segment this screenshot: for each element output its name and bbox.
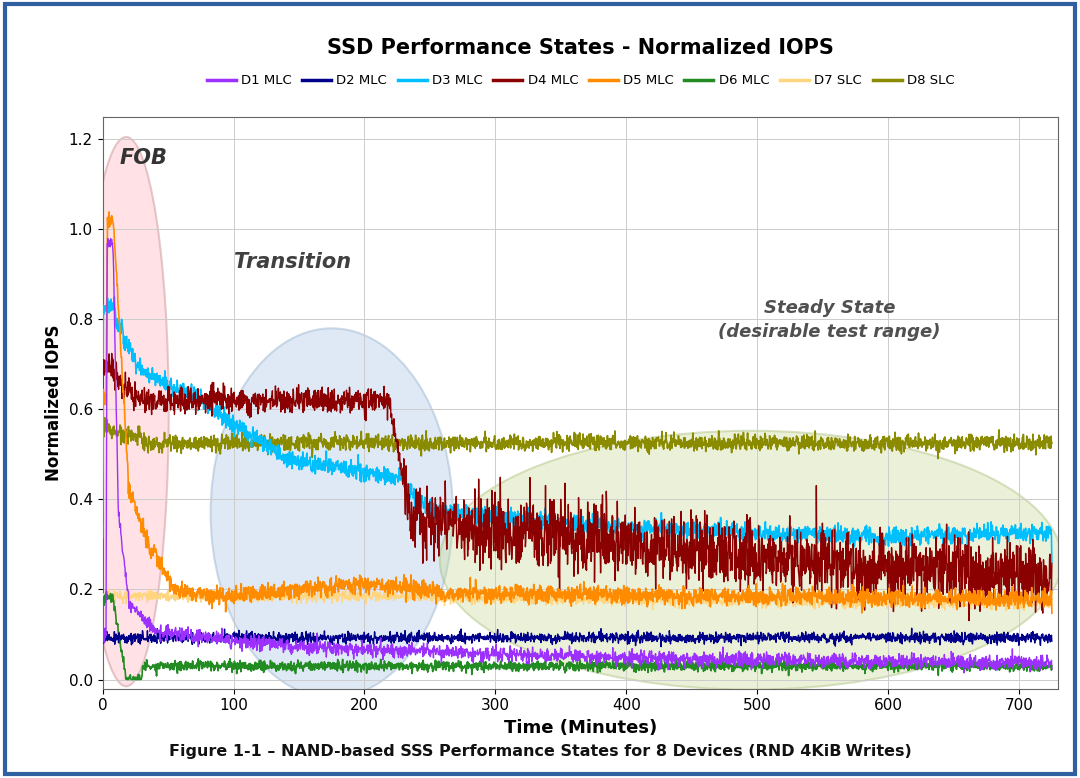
Title: SSD Performance States - Normalized IOPS: SSD Performance States - Normalized IOPS [327,38,834,58]
Text: Transition: Transition [233,251,351,272]
Legend: D1 MLC, D2 MLC, D3 MLC, D4 MLC, D5 MLC, D6 MLC, D7 SLC, D8 SLC: D1 MLC, D2 MLC, D3 MLC, D4 MLC, D5 MLC, … [201,69,960,93]
Ellipse shape [83,137,168,686]
Ellipse shape [440,431,1062,689]
X-axis label: Time (Minutes): Time (Minutes) [504,719,657,737]
Text: Steady State
(desirable test range): Steady State (desirable test range) [718,299,941,341]
Ellipse shape [211,328,453,698]
Text: Figure 1-1 – NAND-based SSS Performance States for 8 Devices (RND 4KiB Writes): Figure 1-1 – NAND-based SSS Performance … [168,745,912,759]
Y-axis label: Normalized IOPS: Normalized IOPS [45,324,63,481]
Text: FOB: FOB [120,148,167,168]
